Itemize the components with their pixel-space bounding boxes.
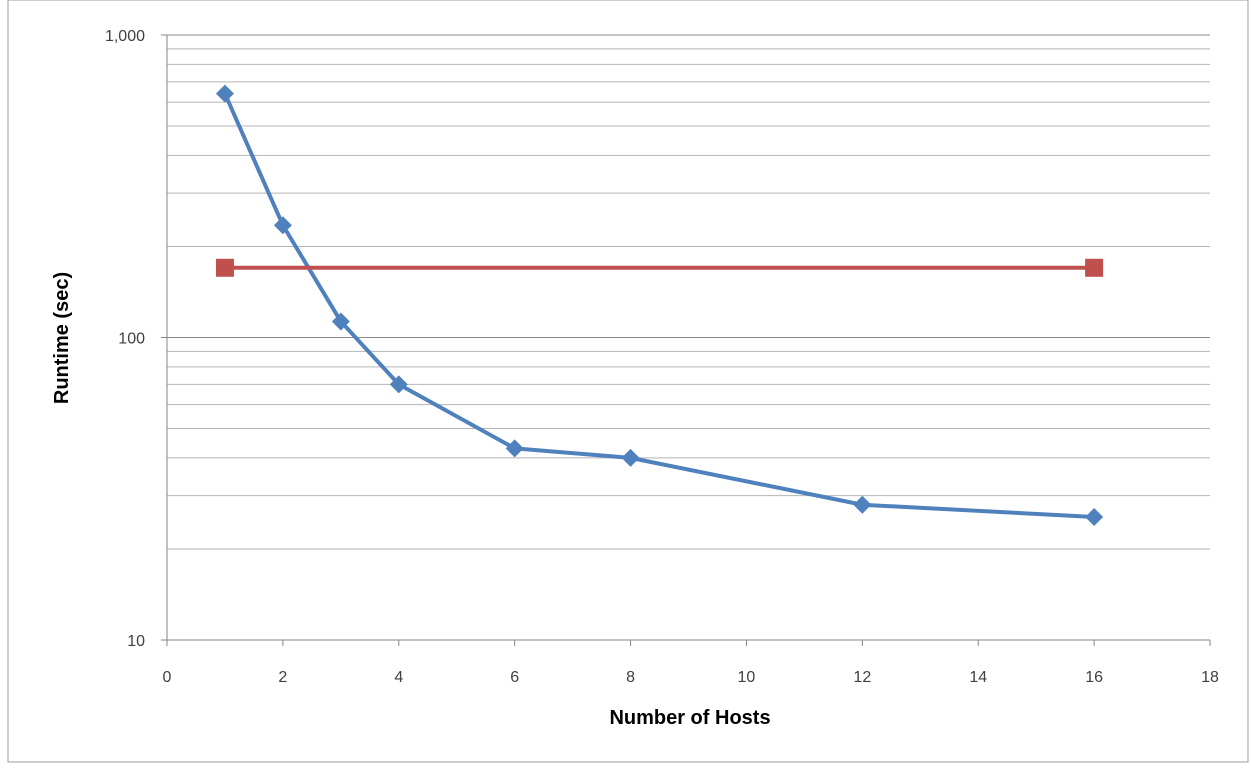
data-series bbox=[215, 84, 1104, 527]
square-marker bbox=[215, 258, 234, 277]
x-axis-title: Number of Hosts bbox=[609, 707, 770, 729]
x-tick-label: 12 bbox=[853, 669, 871, 686]
y-tick-label: 100 bbox=[118, 331, 145, 348]
diamond-marker bbox=[215, 84, 234, 103]
square-marker bbox=[1085, 258, 1104, 277]
chart-border bbox=[7, 0, 1249, 763]
diamond-marker bbox=[389, 375, 408, 394]
x-tick-label: 6 bbox=[510, 669, 519, 686]
diamond-marker bbox=[273, 216, 292, 235]
gridlines bbox=[167, 34, 1210, 550]
x-tick-label: 0 bbox=[163, 669, 172, 686]
y-tick-labels: 10 100 1,000 bbox=[105, 28, 145, 650]
y-tick-label: 1,000 bbox=[105, 28, 145, 45]
x-tick-label: 2 bbox=[278, 669, 287, 686]
diamond-marker bbox=[621, 448, 640, 467]
diamond-marker bbox=[505, 439, 524, 458]
series-line bbox=[222, 91, 1097, 520]
series-2 bbox=[215, 258, 1104, 277]
y-axis-title: Runtime (sec) bbox=[51, 272, 73, 404]
x-tick-label: 4 bbox=[394, 669, 403, 686]
x-tick-labels: 0 2 4 6 8 10 12 14 16 18 bbox=[163, 669, 1219, 686]
axes bbox=[161, 34, 1211, 646]
x-tick-label: 18 bbox=[1201, 669, 1219, 686]
diamond-marker bbox=[1085, 508, 1104, 527]
y-tick-label: 10 bbox=[127, 633, 145, 650]
diamond-marker bbox=[853, 495, 872, 514]
x-tick-label: 16 bbox=[1085, 669, 1103, 686]
x-tick-label: 10 bbox=[738, 669, 756, 686]
x-tick-label: 8 bbox=[626, 669, 635, 686]
series-1 bbox=[215, 84, 1104, 527]
diamond-marker bbox=[331, 312, 350, 331]
x-tick-label: 14 bbox=[969, 669, 987, 686]
